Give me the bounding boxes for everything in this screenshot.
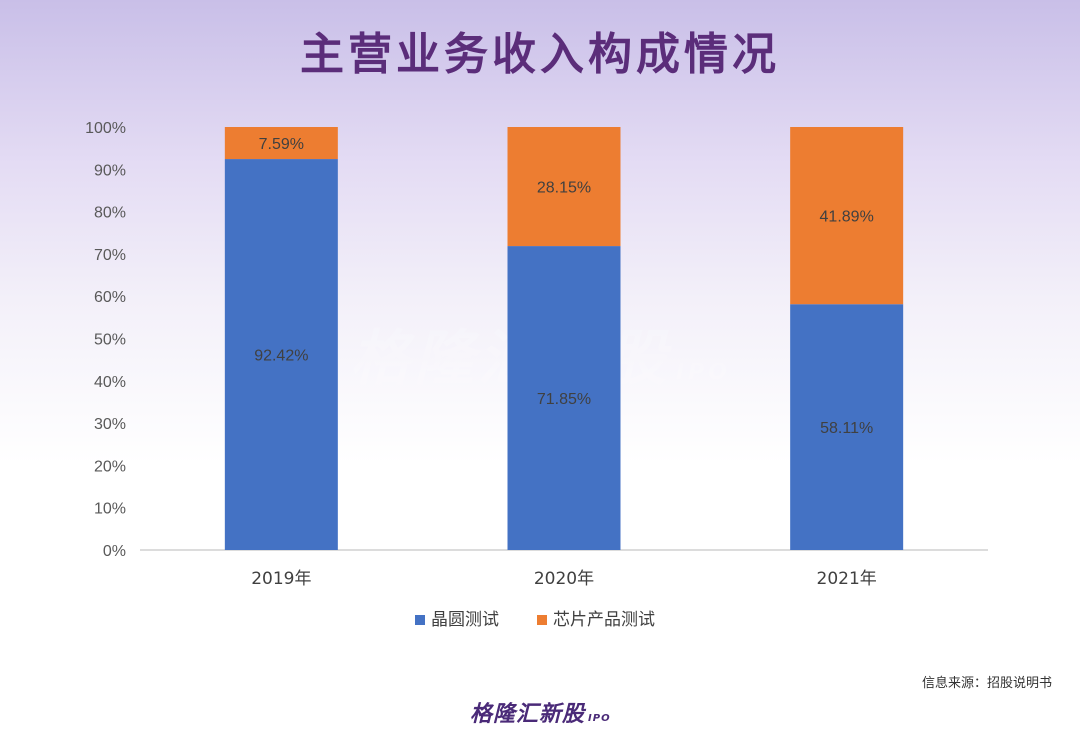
data-label: 28.15% (537, 180, 591, 197)
bar-segment (224, 127, 338, 160)
legend-label: 晶圆测试 (431, 610, 499, 630)
y-tick-label: 90% (94, 162, 126, 179)
data-label: 58.11% (820, 420, 873, 437)
data-label: 41.89% (820, 209, 874, 226)
bar-segment (507, 246, 621, 550)
y-tick-label: 50% (94, 332, 126, 349)
x-tick-label: 2021年 (817, 569, 877, 589)
data-label: 71.85% (537, 391, 591, 408)
y-tick-label: 40% (94, 374, 126, 391)
legend-swatch (537, 615, 547, 625)
chart-title: 主营业务收入构成情况 (300, 29, 780, 80)
y-tick-label: 30% (94, 416, 126, 433)
y-tick-label: 0% (103, 543, 126, 560)
legend-swatch (415, 615, 425, 625)
bar-segment (507, 127, 621, 247)
logo-text: 格隆汇新股 (470, 702, 586, 727)
y-tick-label: 100% (85, 120, 126, 137)
bar-segment (224, 159, 338, 550)
y-tick-label: 60% (94, 289, 126, 306)
data-label: 7.59% (259, 136, 304, 153)
x-tick-label: 2019年 (251, 569, 311, 589)
source-note: 信息来源：招股说明书 (921, 676, 1052, 691)
logo-ipo: IPO (588, 713, 611, 724)
y-tick-label: 70% (94, 247, 126, 264)
y-tick-label: 10% (94, 501, 126, 518)
x-tick-label: 2020年 (534, 569, 594, 589)
y-tick-label: 20% (94, 458, 126, 475)
bar-segment (790, 304, 904, 550)
brand-logo: 格隆汇新股 IPO (470, 696, 611, 728)
bar-segment (790, 127, 904, 305)
legend-label: 芯片产品测试 (553, 610, 655, 630)
data-label: 92.42% (254, 348, 308, 365)
y-tick-label: 80% (94, 205, 126, 222)
